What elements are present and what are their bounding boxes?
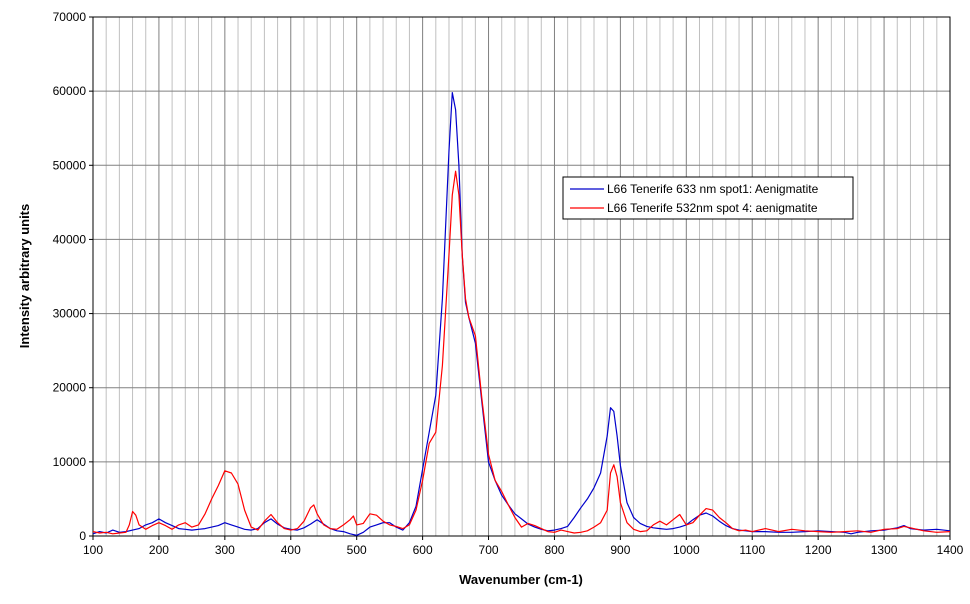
y-tick-label: 40000 [53,232,87,246]
series-line-1 [92,92,951,536]
y-tick-label: 30000 [53,307,87,321]
x-tick-label: 1200 [805,543,832,557]
y-tick-label: 10000 [53,455,87,469]
legend: L66 Tenerife 633 nm spot1: Aenigmatite L6… [562,176,854,220]
minor-gridlines [105,17,938,536]
legend-label-2: L66 Tenerife 532nm spot 4: aenigmatite [607,201,818,215]
y-tick-label: 0 [79,529,86,543]
x-tick-label: 1000 [673,543,700,557]
x-tick-label: 600 [413,543,433,557]
legend-label-1: L66 Tenerife 633 nm spot1: Aenigmatite [607,182,819,196]
x-tick-label: 300 [215,543,235,557]
x-axis-ticks: 100 200 300 400 500 600 700 800 900 1000 1100 1200 1… [83,536,964,557]
series-layer [92,92,951,536]
y-tick-label: 60000 [53,84,87,98]
x-tick-label: 1400 [937,543,964,557]
x-tick-label: 200 [149,543,169,557]
x-axis-title: Wavenumber (cm-1) [459,572,583,587]
legend-box [562,176,854,220]
plot-border [92,16,951,537]
x-tick-label: 500 [347,543,367,557]
y-tick-label: 50000 [53,158,87,172]
x-tick-label: 900 [610,543,630,557]
x-tick-label: 1300 [871,543,898,557]
x-tick-label: 800 [544,543,564,557]
y-tick-label: 70000 [53,10,87,24]
y-tick-label: 20000 [53,381,87,395]
major-gridlines [92,16,951,537]
plot-area [93,17,950,536]
y-axis-title: Intensity arbitrary units [17,204,32,348]
x-tick-label: 700 [479,543,499,557]
y-axis-ticks: 0 10000 20000 30000 40000 50000 60000 70000 [53,10,93,543]
x-tick-label: 100 [83,543,103,557]
x-tick-label: 1100 [739,543,765,557]
series-line-2 [92,170,951,535]
x-tick-label: 400 [281,543,301,557]
